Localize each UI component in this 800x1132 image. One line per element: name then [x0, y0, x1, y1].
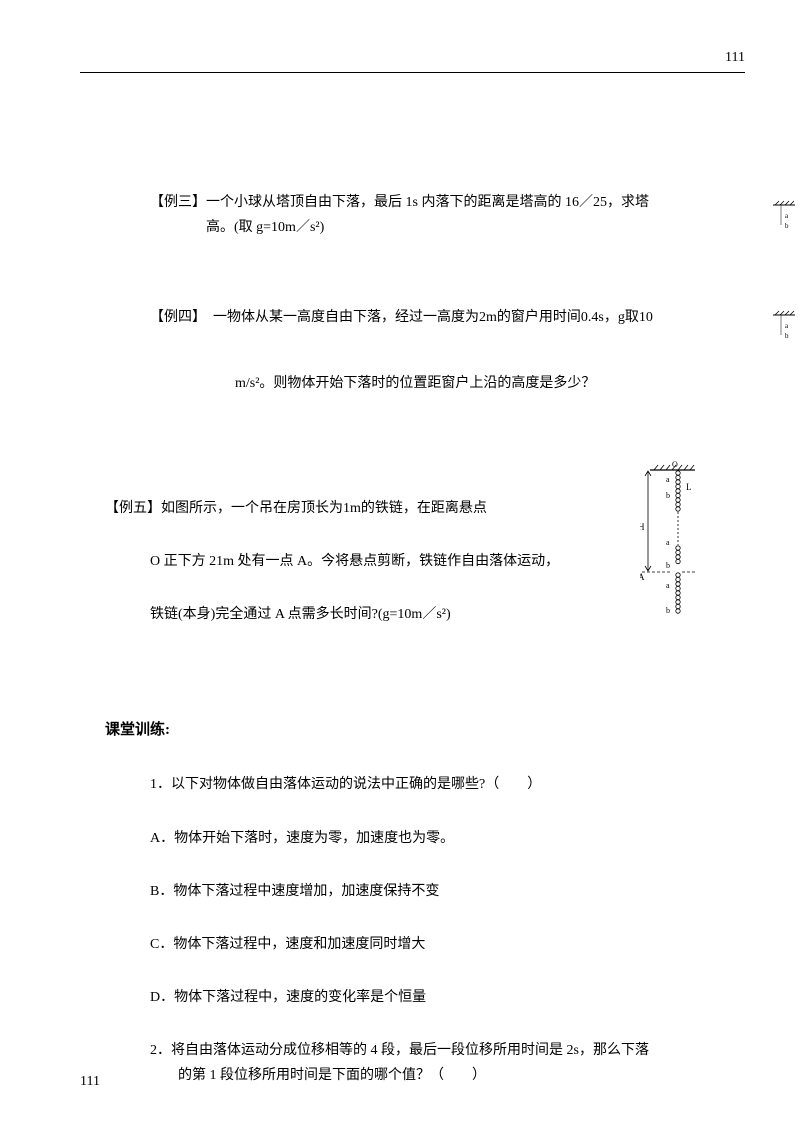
- diagram-label-a-bot: a: [666, 581, 670, 590]
- diagram-edge-1: a b: [773, 200, 795, 255]
- example-4: 【例四】 一物体从某一高度自由下落，经过一高度为2m的窗户用时间0.4s，g取1…: [150, 305, 680, 395]
- page-number-bottom: 111: [80, 1074, 100, 1090]
- example-4-text1: 一物体从某一高度自由下落，经过一高度为2m的窗户用时间0.4s，g取10: [213, 310, 653, 325]
- q2-line1: 2．将自由落体运动分成位移相等的 4 段，最后一段位移所用时间是 2s，那么下落: [150, 1038, 680, 1063]
- q1-option-b: B．物体下落过程中速度增加，加速度保持不变: [150, 879, 680, 904]
- question-1: 1．以下对物体做自由落体运动的说法中正确的是哪些?（ ） A．物体开始下落时，速…: [150, 772, 680, 1010]
- example-4-line1: 【例四】 一物体从某一高度自由下落，经过一高度为2m的窗户用时间0.4s，g取1…: [150, 305, 680, 330]
- diagram-label-b-bot: b: [666, 606, 670, 615]
- q1-option-c: C．物体下落过程中，速度和加速度同时增大: [150, 932, 680, 957]
- example-5-line2: O 正下方 21m 处有一点 A。今将悬点剪断，铁链作自由落体运动，: [150, 549, 680, 574]
- example-5-label: 【例五】: [105, 501, 161, 516]
- example-4-label: 【例四】: [150, 310, 199, 325]
- question-2: 2．将自由落体运动分成位移相等的 4 段，最后一段位移所用时间是 2s，那么下落…: [150, 1038, 680, 1088]
- example-5-text1: 如图所示，一个吊在房顶长为1m的铁链，在距离悬点: [161, 501, 487, 516]
- section-title: 课堂训练:: [105, 717, 680, 744]
- page-number-top: 111: [725, 50, 745, 66]
- example-3-line2: 高。(取 g=10m／s²): [150, 215, 680, 240]
- example-4-line2: m/s²。则物体开始下落时的位置距窗户上沿的高度是多少？: [150, 371, 680, 396]
- diagram-edge-2: a b: [773, 310, 795, 365]
- example-3-label: 【例三】: [150, 195, 206, 210]
- diagram-label-a: a: [785, 322, 789, 330]
- diagram-label-a-top: a: [666, 475, 670, 484]
- diagram-label-b-top: b: [666, 491, 670, 500]
- main-content: 【例三】一个小球从塔顶自由下落，最后 1s 内落下的距离是塔高的 16／25，求…: [150, 190, 680, 1089]
- header-rule: [80, 72, 745, 73]
- diagram-label-A: A: [640, 572, 645, 582]
- diagram-label-a-mid: a: [666, 538, 670, 547]
- diagram-label-L: L: [686, 482, 692, 492]
- example-3-text1: 一个小球从塔顶自由下落，最后 1s 内落下的距离是塔高的 16／25，求塔: [206, 195, 649, 210]
- diagram-label-b: b: [785, 222, 789, 230]
- diagram-label-b: b: [785, 332, 789, 340]
- q1-option-d: D．物体下落过程中，速度的变化率是个恒量: [150, 985, 680, 1010]
- diagram-label-H: H: [640, 522, 645, 532]
- example-3: 【例三】一个小球从塔顶自由下落，最后 1s 内落下的距离是塔高的 16／25，求…: [150, 190, 680, 240]
- diagram-main: O a b L a b A H a b: [640, 460, 695, 635]
- q1-option-a: A．物体开始下落时，速度为零，加速度也为零。: [150, 826, 680, 851]
- q1-text: 1．以下对物体做自由落体运动的说法中正确的是哪些?（ ）: [150, 772, 680, 797]
- example-5: 【例五】如图所示，一个吊在房顶长为1m的铁链，在距离悬点 O 正下方 21m 处…: [150, 496, 680, 628]
- example-3-line1: 【例三】一个小球从塔顶自由下落，最后 1s 内落下的距离是塔高的 16／25，求…: [150, 190, 680, 215]
- example-5-line1: 【例五】如图所示，一个吊在房顶长为1m的铁链，在距离悬点: [105, 496, 680, 521]
- diagram-label-O: O: [672, 460, 678, 469]
- diagram-label-b-mid: b: [666, 561, 670, 570]
- diagram-label-a: a: [785, 212, 789, 220]
- example-5-line3: 铁链(本身)完全通过 A 点需多长时间?(g=10m／s²): [150, 602, 680, 627]
- q2-line2: 的第 1 段位移所用时间是下面的哪个值？（ ）: [150, 1063, 680, 1088]
